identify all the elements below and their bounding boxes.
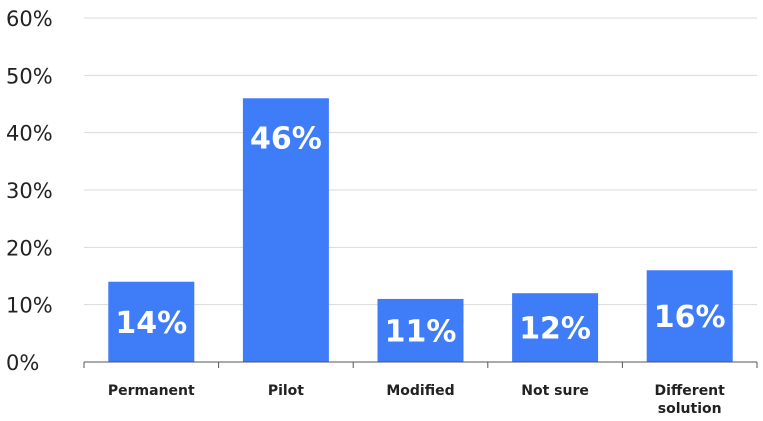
y-tick-label: 10% [6, 294, 53, 318]
x-tick-label: solution [658, 401, 722, 417]
y-tick-label: 40% [6, 122, 53, 146]
x-tick-label: Not sure [521, 383, 589, 399]
x-tick-label: Modified [386, 383, 454, 399]
data-label: 14% [115, 306, 187, 341]
bar [377, 298, 464, 362]
y-tick-label: 60% [6, 7, 53, 31]
y-tick-label: 30% [6, 179, 53, 203]
bar [512, 293, 599, 362]
data-label: 16% [654, 300, 726, 335]
y-tick-label: 50% [6, 64, 53, 88]
data-labels: 14% 46% 11% 12% 16% [115, 121, 725, 349]
y-tick-label: 20% [6, 236, 53, 260]
y-axis-ticks: 0% 10% 20% 30% 40% 50% 60% [6, 7, 53, 375]
x-tick-label: Pilot [268, 383, 304, 399]
bar [646, 270, 733, 362]
x-axis-ticks: Permanent Pilot Modified Not sure Different s… [108, 383, 725, 417]
gridlines [84, 17, 757, 306]
data-label: 46% [250, 121, 322, 156]
data-label: 11% [385, 314, 457, 349]
data-label: 12% [519, 312, 591, 347]
x-axis [83, 361, 758, 368]
x-tick-label: Different [655, 383, 726, 399]
bars [108, 98, 733, 363]
bar [108, 281, 195, 362]
x-tick-label: Permanent [108, 383, 195, 399]
y-tick-label: 0% [6, 351, 39, 375]
bar [242, 98, 329, 363]
